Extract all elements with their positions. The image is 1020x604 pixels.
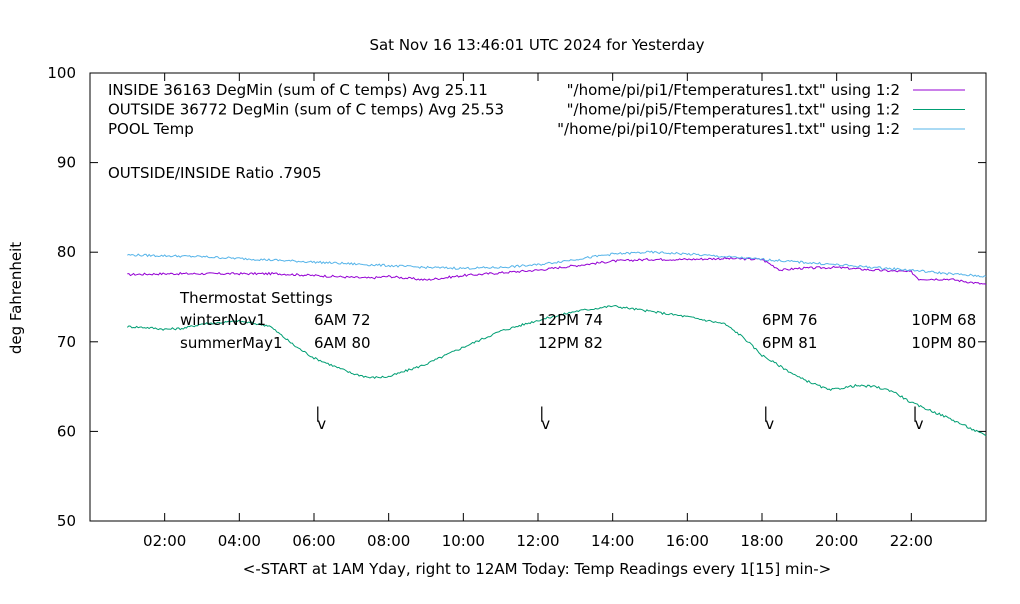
series-line-outside — [126, 304, 987, 437]
plot-frame: 50 60 70 80 90 100 02:00 04:00 06:00 08:00 10:00 12… — [47, 64, 987, 550]
x-tick-label: 18:00 — [740, 532, 783, 550]
ratio-label: OUTSIDE/INSIDE Ratio .7905 — [108, 164, 322, 182]
x-tick-label: 20:00 — [815, 532, 858, 550]
chart-title: Sat Nov 16 13:46:01 UTC 2024 for Yesterd… — [369, 36, 704, 54]
x-tick-label: 12:00 — [516, 532, 559, 550]
arrow-marker-stem: | — [315, 404, 320, 422]
y-axis-label: deg Fahrenheit — [7, 242, 25, 354]
arrow-marker-head: v — [317, 415, 326, 433]
y-tick-label: 100 — [47, 64, 76, 82]
x-tick-label: 04:00 — [218, 532, 261, 550]
thermostat-row-name: winterNov1 — [180, 311, 266, 329]
legend-source-outside: "/home/pi/pi5/Ftemperatures1.txt" using … — [567, 101, 900, 119]
thermostat-setting: 6AM 72 — [314, 311, 371, 329]
arrow-marker-stem: | — [763, 404, 768, 422]
x-tick-label: 22:00 — [890, 532, 933, 550]
x-tick-label: 02:00 — [143, 532, 186, 550]
series-lines — [126, 250, 987, 437]
thermostat-annotations: OUTSIDE/INSIDE Ratio .7905 Thermostat Set… — [108, 164, 976, 433]
x-tick-label: 06:00 — [292, 532, 335, 550]
series-line-inside — [127, 256, 987, 285]
x-axis-label: <-START at 1AM Yday, right to 12AM Today… — [243, 560, 831, 578]
arrow-marker-head: v — [915, 415, 924, 433]
x-tick-label: 10:00 — [442, 532, 485, 550]
y-tick-label: 50 — [57, 512, 76, 530]
y-tick-label: 90 — [57, 154, 76, 172]
legend-label-outside: OUTSIDE 36772 DegMin (sum of C temps) Av… — [108, 101, 504, 119]
thermostat-setting: 12PM 74 — [538, 311, 603, 329]
legend-source-inside: "/home/pi/pi1/Ftemperatures1.txt" using … — [567, 81, 900, 99]
thermostat-setting: 6PM 81 — [762, 334, 817, 352]
arrow-marker-head: v — [541, 415, 550, 433]
series-line-pool — [127, 250, 987, 278]
thermostat-setting: 6PM 76 — [762, 311, 817, 329]
thermostat-title: Thermostat Settings — [179, 289, 333, 307]
thermostat-setting: 10PM 80 — [911, 334, 976, 352]
x-tick-label: 14:00 — [591, 532, 634, 550]
legend-source-pool: "/home/pi/pi10/Ftemperatures1.txt" using… — [557, 120, 900, 138]
y-tick-label: 60 — [57, 422, 76, 440]
thermostat-setting: 6AM 80 — [314, 334, 371, 352]
thermostat-row-name: summerMay1 — [180, 334, 283, 352]
x-tick-label: 16:00 — [666, 532, 709, 550]
x-tick-label: 08:00 — [367, 532, 410, 550]
legend-label-pool: POOL Temp — [108, 120, 194, 138]
arrow-marker-stem: | — [539, 404, 544, 422]
y-tick-label: 70 — [57, 333, 76, 351]
y-tick-label: 80 — [57, 243, 76, 261]
thermostat-setting: 10PM 68 — [911, 311, 976, 329]
arrow-marker-head: v — [765, 415, 774, 433]
legend-label-inside: INSIDE 36163 DegMin (sum of C temps) Avg… — [108, 81, 488, 99]
legend: INSIDE 36163 DegMin (sum of C temps) Avg… — [108, 81, 965, 138]
arrow-marker-stem: | — [913, 404, 918, 422]
thermostat-setting: 12PM 82 — [538, 334, 603, 352]
